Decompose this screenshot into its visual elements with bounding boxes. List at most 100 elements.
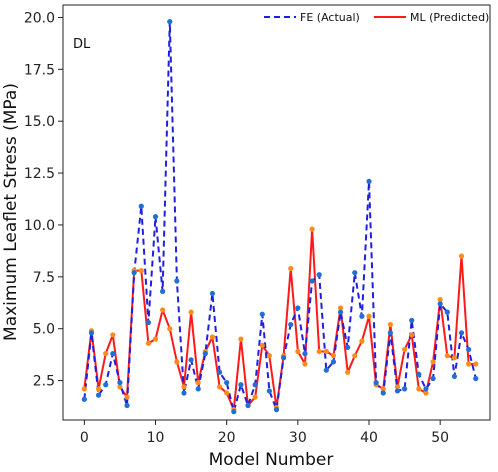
data-point-fe-actual	[352, 270, 358, 276]
data-point-ml-predicted	[81, 386, 87, 392]
data-point-fe-actual	[359, 313, 365, 319]
data-point-fe-actual	[330, 359, 337, 365]
annotation-dl: DL	[73, 37, 91, 52]
data-point-fe-actual	[252, 382, 258, 388]
data-point-ml-predicted	[387, 321, 393, 328]
data-point-ml-predicted	[380, 386, 386, 392]
data-point-ml-predicted	[209, 334, 216, 340]
data-point-fe-actual	[188, 357, 194, 363]
data-point-ml-predicted	[309, 226, 315, 232]
y-tick-label: 15.0	[24, 114, 55, 130]
data-point-fe-actual	[124, 402, 130, 409]
legend-label-fe-actual: FE (Actual)	[300, 11, 360, 24]
data-point-fe-actual	[473, 375, 479, 382]
data-point-ml-predicted	[288, 265, 294, 272]
data-point-fe-actual	[81, 396, 87, 402]
data-point-fe-actual	[145, 319, 151, 326]
data-point-ml-predicted	[160, 307, 166, 313]
y-tick-label: 12.5	[24, 166, 55, 182]
data-point-fe-actual	[216, 369, 223, 375]
x-axis-label: Model Number	[209, 450, 334, 470]
data-point-ml-predicted	[330, 353, 337, 359]
y-tick-label: 7.5	[33, 270, 55, 286]
data-point-fe-actual	[323, 367, 329, 373]
y-tick-label: 5.0	[33, 322, 55, 338]
data-point-fe-actual	[423, 386, 429, 392]
data-point-ml-predicted	[366, 313, 372, 319]
data-point-fe-actual	[394, 388, 401, 394]
y-tick-label: 2.5	[33, 374, 55, 390]
data-point-fe-actual	[337, 309, 344, 315]
y-tick-label: 20.0	[24, 10, 55, 26]
data-point-fe-actual	[110, 351, 116, 357]
data-point-fe-actual	[259, 311, 265, 317]
data-point-fe-actual	[402, 386, 408, 392]
data-point-fe-actual	[202, 351, 208, 357]
data-point-fe-actual	[295, 305, 301, 311]
data-point-fe-actual	[95, 392, 102, 398]
data-point-ml-predicted	[266, 353, 272, 359]
x-tick-label: 0	[80, 430, 89, 446]
data-point-ml-predicted	[224, 390, 230, 396]
data-point-fe-actual	[181, 390, 187, 396]
data-point-ml-predicted	[302, 361, 308, 367]
x-tick-label: 40	[360, 430, 378, 446]
data-point-fe-actual	[131, 270, 137, 276]
data-point-fe-actual	[152, 214, 159, 220]
data-point-fe-actual	[231, 409, 237, 415]
data-point-ml-predicted	[423, 390, 429, 396]
data-point-ml-predicted	[195, 380, 201, 386]
data-point-ml-predicted	[430, 359, 436, 365]
data-point-fe-actual	[224, 380, 230, 386]
data-point-ml-predicted	[416, 386, 422, 392]
data-point-fe-actual	[380, 390, 386, 396]
data-point-fe-actual	[138, 203, 144, 209]
data-point-fe-actual	[451, 373, 458, 380]
data-point-fe-actual	[245, 402, 251, 409]
legend-label-ml-predicted: ML (Predicted)	[410, 11, 489, 24]
data-point-fe-actual	[167, 19, 173, 25]
data-point-fe-actual	[88, 330, 95, 336]
data-point-ml-predicted	[138, 268, 144, 274]
data-point-ml-predicted	[181, 384, 187, 390]
data-point-fe-actual	[458, 330, 465, 336]
data-point-fe-actual	[117, 380, 123, 386]
data-point-fe-actual	[302, 351, 308, 357]
data-point-fe-actual	[288, 321, 294, 328]
x-tick-label: 10	[147, 430, 165, 446]
data-point-ml-predicted	[352, 353, 358, 359]
data-point-fe-actual	[238, 382, 244, 388]
data-point-ml-predicted	[394, 384, 401, 390]
data-point-ml-predicted	[402, 346, 408, 353]
plot-area-frame	[62, 4, 491, 421]
data-point-fe-actual	[174, 278, 180, 284]
data-point-fe-actual	[409, 317, 415, 323]
data-point-ml-predicted	[458, 253, 465, 259]
data-point-ml-predicted	[295, 348, 301, 355]
data-point-ml-predicted	[473, 361, 479, 367]
data-point-ml-predicted	[466, 361, 472, 367]
data-point-ml-predicted	[409, 332, 415, 338]
data-point-fe-actual	[466, 346, 472, 353]
data-point-ml-predicted	[323, 348, 329, 355]
data-point-ml-predicted	[95, 386, 102, 392]
axis-ticks: 0 10 20 30 40 50 2.5 5.0 7.5 10.0 12.5 15.0 17.5 20.0	[24, 10, 449, 446]
x-tick-label: 20	[218, 430, 236, 446]
data-point-ml-predicted	[145, 340, 151, 346]
data-point-ml-predicted	[444, 353, 450, 359]
y-axis-label: Maximum Leaflet Stress (MPa)	[1, 83, 21, 341]
data-point-ml-predicted	[124, 394, 130, 400]
data-point-fe-actual	[316, 272, 322, 278]
data-point-fe-actual	[273, 407, 280, 413]
series-layer	[81, 19, 479, 415]
data-point-ml-predicted	[238, 336, 244, 342]
data-point-fe-actual	[416, 371, 422, 377]
data-point-ml-predicted	[437, 297, 443, 303]
data-point-fe-actual	[266, 388, 272, 394]
data-point-ml-predicted	[252, 394, 258, 400]
data-point-fe-actual	[209, 290, 216, 297]
data-point-ml-predicted	[451, 355, 458, 361]
data-point-fe-actual	[373, 380, 379, 386]
data-point-ml-predicted	[174, 359, 180, 365]
